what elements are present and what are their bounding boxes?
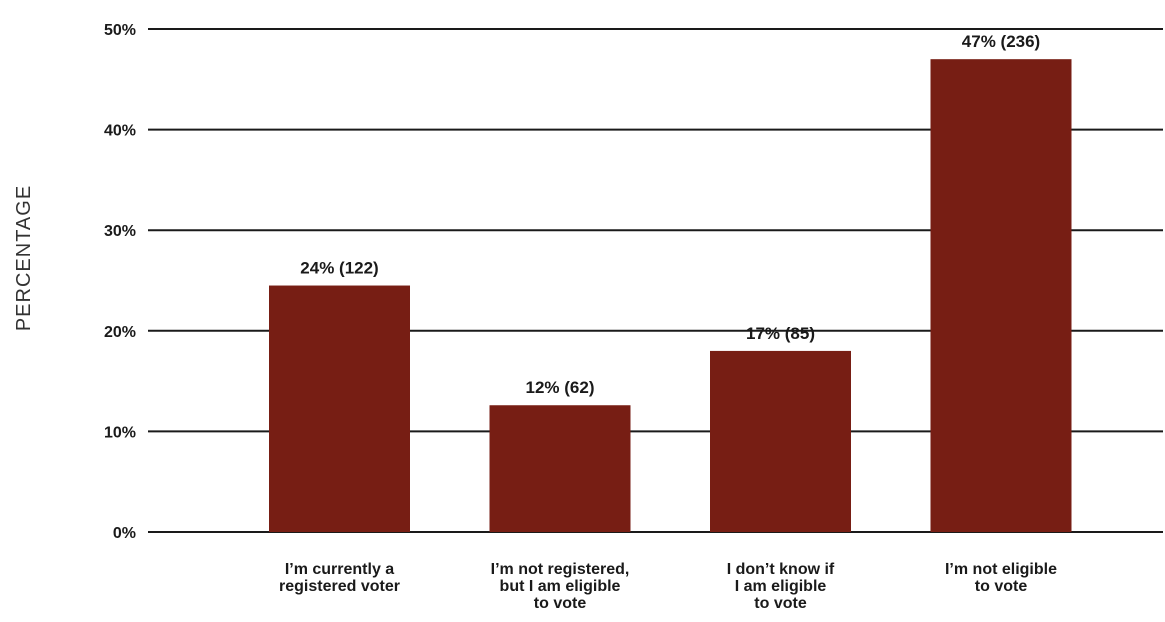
bar xyxy=(710,350,851,532)
y-tick-label: 50% xyxy=(104,22,136,39)
data-label: 47% (236) xyxy=(962,32,1040,51)
data-label: 24% (122) xyxy=(300,259,378,278)
bar xyxy=(269,285,410,532)
y-tick-label: 40% xyxy=(104,123,136,140)
y-tick-label: 10% xyxy=(104,424,136,441)
data-labels: 24% (122) 12% (62) 17% (85) 47% (236) xyxy=(300,32,1040,397)
bar xyxy=(930,59,1072,533)
y-axis-label: PERCENTAGE xyxy=(13,185,35,331)
x-axis-categories: I’m currently a registered voter I’m not r… xyxy=(279,561,1057,612)
y-tick-label: 30% xyxy=(104,223,136,240)
x-tick-label: I’m not registered, but I am eligible to v… xyxy=(491,561,630,612)
bar xyxy=(489,405,631,532)
bars xyxy=(269,59,1072,533)
y-tick-label: 0% xyxy=(113,525,136,542)
x-tick-label: I don’t know if I am eligible to vote xyxy=(727,561,835,612)
data-label: 12% (62) xyxy=(526,378,595,397)
y-axis-ticks: 0% 10% 20% 30% 40% 50% xyxy=(104,22,136,542)
x-tick-label: I’m not eligible to vote xyxy=(945,561,1057,595)
y-tick-label: 20% xyxy=(104,324,136,341)
x-tick-label: I’m currently a registered voter xyxy=(279,561,400,595)
data-label: 17% (85) xyxy=(746,324,815,343)
